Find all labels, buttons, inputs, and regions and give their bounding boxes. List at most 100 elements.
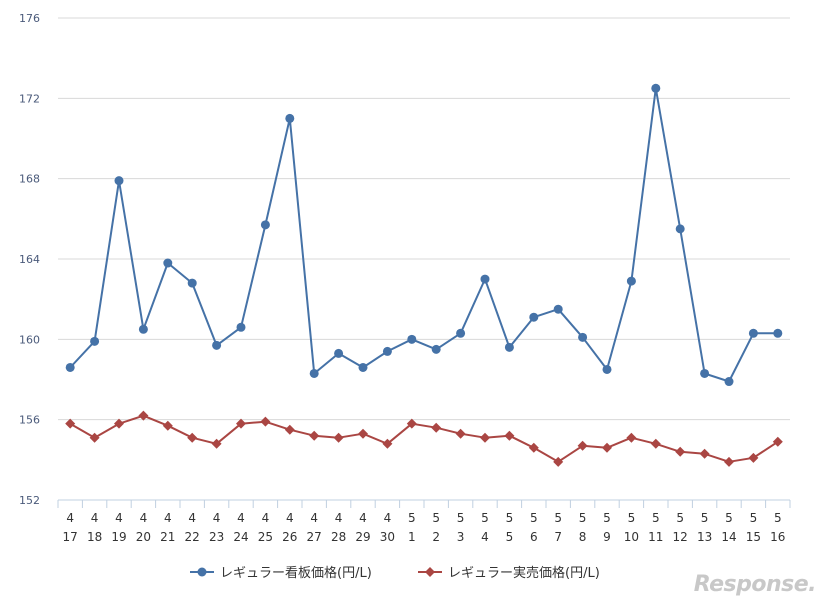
data-point[interactable]	[480, 432, 490, 443]
x-tick-day: 23	[209, 530, 224, 544]
x-tick-month: 4	[286, 511, 294, 525]
data-point[interactable]	[650, 438, 661, 449]
x-tick-day: 28	[331, 530, 346, 544]
data-point[interactable]	[163, 258, 173, 268]
x-tick-month: 4	[66, 511, 74, 525]
data-point[interactable]	[748, 328, 758, 338]
data-point[interactable]	[407, 334, 417, 344]
legend-label: レギュラー実売価格(円/L)	[448, 565, 600, 581]
x-tick-month: 5	[701, 511, 709, 525]
data-point[interactable]	[162, 420, 173, 431]
x-tick-day: 12	[673, 530, 688, 544]
data-point[interactable]	[89, 432, 100, 443]
data-point[interactable]	[700, 368, 710, 378]
data-point[interactable]	[773, 328, 783, 338]
x-tick-day: 27	[307, 530, 322, 544]
data-point[interactable]	[480, 274, 490, 284]
data-point[interactable]	[504, 342, 514, 352]
legend: レギュラー看板価格(円/L) レギュラー実売価格(円/L)	[190, 565, 600, 581]
data-point[interactable]	[553, 456, 564, 467]
data-point[interactable]	[578, 332, 588, 342]
data-point[interactable]	[382, 346, 392, 356]
data-point[interactable]	[455, 428, 466, 439]
data-point[interactable]	[675, 224, 685, 234]
data-point[interactable]	[456, 328, 466, 338]
data-point[interactable]	[358, 362, 368, 372]
y-tick-label: 152	[19, 494, 40, 507]
series-2	[65, 410, 783, 467]
data-point[interactable]	[382, 438, 393, 449]
data-point[interactable]	[65, 362, 75, 372]
x-tick-day: 2	[432, 530, 440, 544]
x-tick-month: 5	[725, 511, 733, 525]
data-point[interactable]	[699, 448, 710, 459]
data-point[interactable]	[65, 418, 76, 429]
data-point[interactable]	[577, 440, 588, 451]
y-tick-label: 176	[19, 12, 40, 25]
x-tick-day: 1	[408, 530, 416, 544]
data-point[interactable]	[334, 348, 344, 358]
data-point[interactable]	[651, 83, 661, 93]
y-axis: 152 156 160 164 168 172 176	[19, 12, 40, 507]
y-tick-label: 160	[19, 333, 40, 346]
x-tick-day: 18	[87, 530, 102, 544]
x-tick-day: 13	[697, 530, 712, 544]
x-tick-month: 5	[628, 511, 636, 525]
watermark-logo: Response.	[693, 572, 817, 597]
data-point[interactable]	[260, 220, 270, 230]
data-point[interactable]	[553, 304, 563, 314]
data-point[interactable]	[138, 410, 149, 421]
x-tick-month: 4	[359, 511, 367, 525]
data-point[interactable]	[406, 418, 417, 429]
data-point[interactable]	[187, 432, 198, 443]
data-point[interactable]	[675, 446, 686, 457]
data-point[interactable]	[114, 176, 124, 186]
series-1	[65, 83, 783, 387]
data-point[interactable]	[602, 364, 612, 374]
data-point[interactable]	[138, 324, 148, 334]
data-point[interactable]	[309, 430, 320, 441]
data-point[interactable]	[504, 430, 515, 441]
x-tick-month: 5	[506, 511, 514, 525]
data-point[interactable]	[114, 418, 124, 429]
data-point[interactable]	[309, 368, 319, 378]
x-tick-day: 4	[481, 530, 489, 544]
data-point[interactable]	[724, 377, 734, 387]
data-point[interactable]	[772, 436, 783, 447]
legend-item[interactable]: レギュラー看板価格(円/L)	[190, 565, 372, 581]
data-point[interactable]	[212, 340, 222, 350]
y-tick-label: 164	[19, 253, 40, 266]
data-point[interactable]	[284, 424, 295, 435]
data-point[interactable]	[90, 336, 100, 346]
x-tick-month: 4	[188, 511, 196, 525]
data-point[interactable]	[285, 113, 295, 123]
y-tick-label: 172	[19, 92, 40, 105]
data-point[interactable]	[626, 276, 636, 286]
data-point[interactable]	[211, 438, 222, 449]
x-tick-month: 4	[164, 511, 172, 525]
legend-label: レギュラー看板価格(円/L)	[220, 565, 372, 581]
data-point[interactable]	[333, 432, 344, 443]
data-point[interactable]	[724, 456, 734, 467]
legend-item[interactable]: レギュラー実売価格(円/L)	[418, 565, 600, 581]
data-point[interactable]	[626, 432, 637, 443]
data-point[interactable]	[748, 452, 759, 463]
data-point[interactable]	[187, 278, 197, 288]
data-point[interactable]	[236, 418, 246, 429]
data-point[interactable]	[260, 416, 271, 427]
x-tick-month: 4	[213, 511, 221, 525]
x-tick-month: 4	[384, 511, 392, 525]
data-point[interactable]	[529, 312, 539, 322]
x-tick-month: 5	[408, 511, 416, 525]
data-point[interactable]	[358, 428, 368, 439]
data-point[interactable]	[528, 442, 539, 453]
x-tick-month: 5	[774, 511, 782, 525]
data-point[interactable]	[431, 344, 441, 354]
x-axis: 4174184194204214224234244254264274284294…	[57, 499, 791, 544]
data-point[interactable]	[236, 322, 246, 332]
grid-lines	[58, 17, 790, 421]
data-point[interactable]	[602, 442, 612, 453]
data-point[interactable]	[431, 422, 442, 433]
